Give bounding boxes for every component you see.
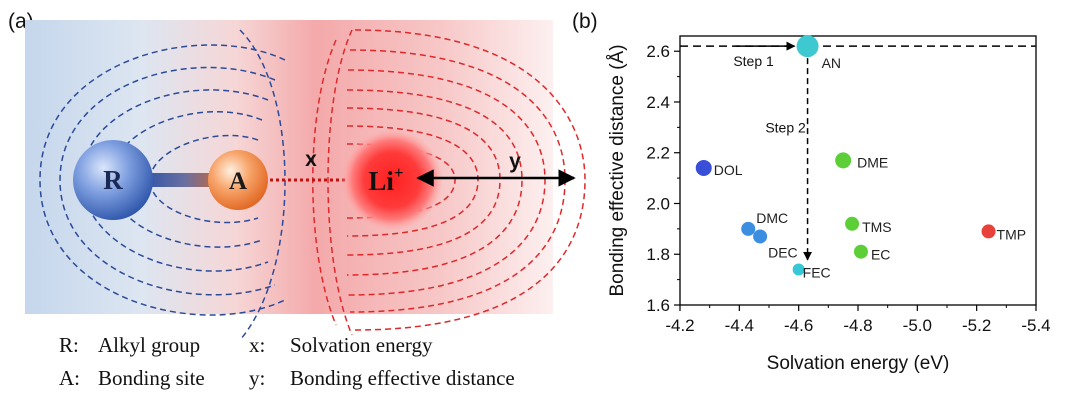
point-label-an: AN — [822, 55, 841, 71]
data-point-dec — [753, 229, 768, 244]
data-point-dmc — [741, 221, 756, 236]
legend-a-text: Bonding site — [98, 366, 205, 390]
step1-label: Step 1 — [733, 53, 774, 69]
panel-a-legend: R: Alkyl group x: Solvation energy A: Bo… — [59, 333, 515, 390]
x-tick-label: -4.6 — [784, 316, 813, 335]
x-tick-label: -4.2 — [665, 316, 694, 335]
legend-x-key: x: — [249, 333, 265, 357]
x-axis-label: Solvation energy (eV) — [767, 353, 950, 374]
point-label-dec: DEC — [768, 244, 798, 260]
scatter-chart: -4.2 -4.4 -4.6 -4.8 -5.0 -5.2 -5.4 1.6 1.8 2.0 2.2… — [607, 35, 1051, 374]
lithium-ion-glow — [342, 130, 442, 230]
point-label-tmp: TMP — [997, 226, 1027, 242]
data-point-tms — [845, 216, 860, 231]
atom-li-charge: + — [394, 163, 404, 182]
legend-x-text: Solvation energy — [290, 333, 433, 357]
data-point-dol — [695, 159, 712, 176]
distance-y-label: y — [509, 150, 521, 173]
atom-li-label: Li+ — [368, 163, 403, 196]
r-a-bond — [140, 173, 230, 187]
y-tick-label: 1.6 — [646, 296, 670, 315]
atom-a-label: A — [229, 168, 247, 195]
data-point-fec — [792, 263, 805, 276]
y-tick-label: 2.2 — [646, 144, 670, 163]
atom-li-symbol: Li — [368, 166, 394, 196]
y-tick-label: 2.0 — [646, 194, 670, 213]
data-point-ec — [853, 244, 868, 259]
data-point-dme — [835, 152, 852, 169]
legend-r-text: Alkyl group — [98, 333, 200, 357]
alkyl-group-atom — [73, 140, 153, 220]
atom-r-label: R — [103, 165, 123, 195]
data-point-an — [796, 35, 819, 58]
point-label-fec: FEC — [803, 264, 831, 280]
point-label-dmc: DMC — [756, 210, 788, 226]
y-tick-label: 1.8 — [646, 245, 670, 264]
bonding-site-atom — [208, 150, 268, 210]
x-tick-label: -5.0 — [903, 316, 932, 335]
x-tick-label: -5.2 — [962, 316, 991, 335]
distance-x-label: x — [305, 148, 317, 171]
point-label-ec: EC — [871, 247, 890, 263]
data-point-tmp — [981, 224, 996, 239]
legend-y-text: Bonding effective distance — [290, 366, 515, 390]
point-label-dol: DOL — [714, 162, 743, 178]
y-axis-label: Bonding effective distance (Å) — [607, 44, 628, 296]
panel-b-label: (b) — [572, 10, 598, 33]
point-label-tms: TMS — [862, 219, 892, 235]
x-tick-label: -4.8 — [843, 316, 872, 335]
y-tick-label: 2.4 — [646, 93, 670, 112]
y-tick-label: 2.6 — [646, 42, 670, 61]
point-label-dme: DME — [857, 154, 888, 170]
legend-y-key: y: — [249, 366, 265, 390]
x-tick-label: -5.4 — [1021, 316, 1050, 335]
legend-a-key: A: — [59, 366, 80, 390]
step2-label: Step 2 — [765, 119, 806, 135]
legend-r-key: R: — [59, 333, 79, 357]
x-tick-label: -4.4 — [725, 316, 754, 335]
